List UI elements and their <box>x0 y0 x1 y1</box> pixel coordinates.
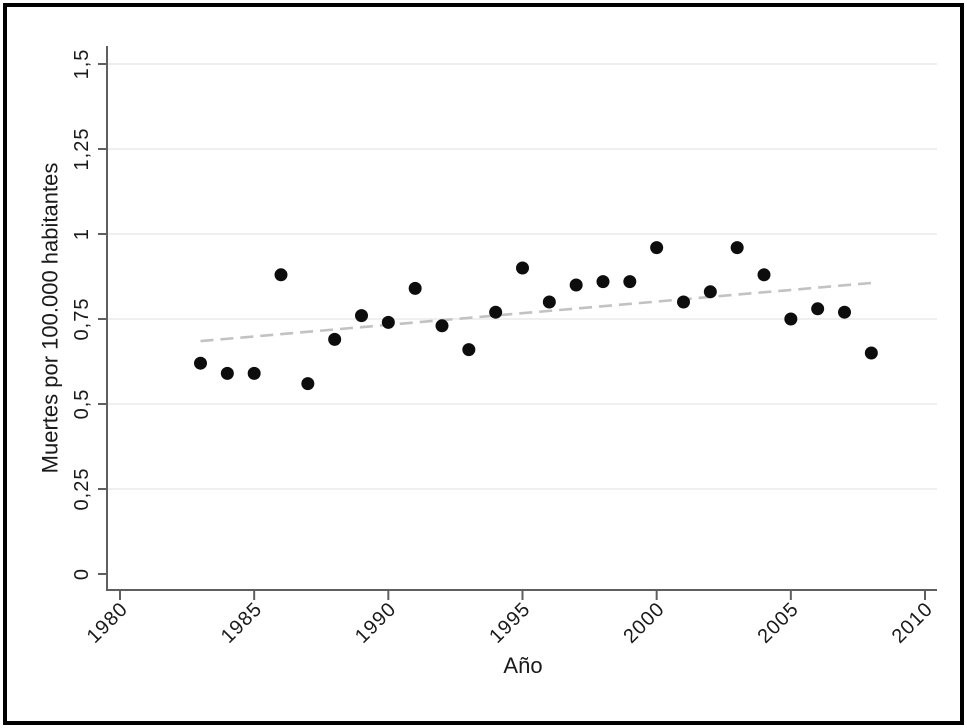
data-point <box>864 346 878 360</box>
x-tick-label: 1990 <box>351 598 401 648</box>
data-point <box>650 241 664 255</box>
data-point <box>516 261 529 275</box>
x-tick-label: 1980 <box>83 598 133 648</box>
data-point <box>542 295 556 309</box>
scatter-plot: 0 0,25 0,5 0,75 1 1,25 1,5 1980 1985 1990 1995 2000… <box>38 46 938 678</box>
data-point <box>730 241 744 255</box>
data-point <box>194 356 207 370</box>
x-tick-label: 2000 <box>619 598 669 648</box>
figure-border: 0 0,25 0,5 0,75 1 1,25 1,5 1980 1985 1990 1995 2000… <box>3 3 964 725</box>
data-point <box>757 268 771 282</box>
data-point <box>247 366 261 380</box>
data-point <box>677 295 690 309</box>
data-point <box>301 377 315 391</box>
x-axis-title: Año <box>503 653 542 678</box>
trend-line <box>200 281 872 343</box>
data-point <box>784 312 798 326</box>
data-point <box>328 332 342 346</box>
data-point <box>408 281 422 295</box>
x-tick-label: 2010 <box>888 598 938 648</box>
x-tick-label: 2005 <box>754 598 804 648</box>
data-point <box>462 343 476 357</box>
data-point <box>435 319 449 333</box>
y-tick-label: 0,5 <box>71 389 93 420</box>
data-point <box>623 275 637 289</box>
x-tick-label: 1985 <box>217 598 267 648</box>
y-tick-label: 1 <box>71 228 93 240</box>
x-tick-label: 1995 <box>485 598 535 648</box>
data-point <box>381 315 395 329</box>
y-tick-label: 0 <box>71 568 93 580</box>
y-tick-label: 1,25 <box>71 128 93 171</box>
y-tick-label: 0,25 <box>71 468 93 511</box>
data-point <box>274 268 288 282</box>
data-point <box>569 278 583 292</box>
y-tick-label: 1,5 <box>71 49 93 80</box>
y-axis-title: Muertes por 100.000 habitantes <box>38 163 63 474</box>
data-point <box>489 305 503 319</box>
data-point <box>220 366 234 380</box>
y-tick-label: 0,75 <box>71 298 93 341</box>
data-point <box>838 305 851 319</box>
data-point <box>811 302 825 316</box>
data-point <box>596 275 610 289</box>
data-point <box>355 309 368 323</box>
data-point <box>703 285 717 299</box>
